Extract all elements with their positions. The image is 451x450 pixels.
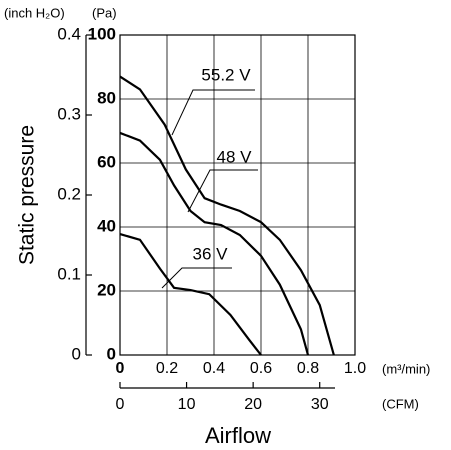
y2-tick-label: 0.4 [57,24,81,43]
curve [119,131,310,356]
x-tick-label: 0.2 [156,360,178,377]
y-tick-label: 100 [88,24,116,43]
curve-label: 36 V [193,244,229,263]
y-tick-label: 80 [97,88,116,107]
y2-tick-label: 0.2 [57,184,81,203]
x2-unit: (CFM) [382,396,419,411]
y-tick-label: 20 [97,280,116,299]
x-tick-label: 0.6 [250,360,272,377]
leader-line [171,89,255,136]
x-unit: (m³/min) [382,361,430,376]
x-tick-label: 1.0 [344,360,366,377]
y2-unit: (inch H₂O) [4,5,65,20]
curve [119,232,262,356]
x-tick-label: 0.4 [203,360,225,377]
x-label: Airflow [205,423,271,448]
y-tick-label: 60 [97,152,116,171]
curve [119,75,335,356]
y-unit: (Pa) [92,5,117,20]
y2-tick-label: 0.3 [57,104,81,123]
y-tick-label: 40 [97,216,116,235]
y-label: Static pressure [16,125,39,265]
y-tick-label: 0 [107,344,116,363]
x-tick-label: 0 [116,360,125,377]
curve-label: 48 V [217,147,253,166]
y2-tick-label: 0 [72,344,81,363]
x2-tick-label: 30 [311,396,329,413]
leader-line [187,169,258,213]
x2-tick-label: 20 [244,396,262,413]
curve-label: 55.2 V [201,65,251,84]
y2-tick-label: 0.1 [57,264,81,283]
x2-tick-label: 0 [116,396,125,413]
x-tick-label: 0.8 [297,360,319,377]
x2-tick-label: 10 [178,396,196,413]
